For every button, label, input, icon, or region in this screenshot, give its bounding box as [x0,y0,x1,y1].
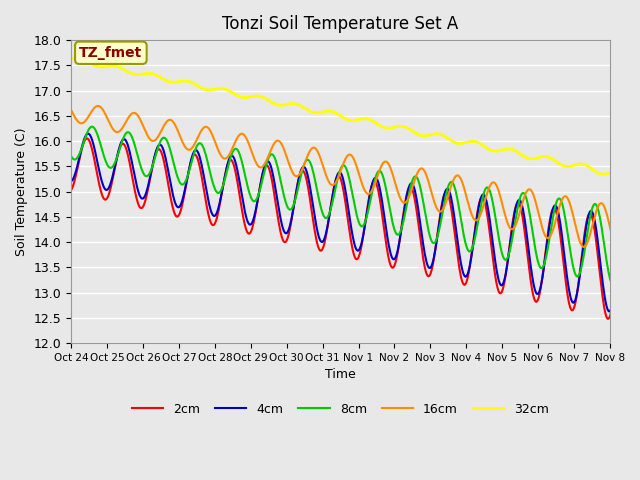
8cm [451,185,459,191]
4cm [269,174,277,180]
Legend: 2cm, 4cm, 8cm, 16cm, 32cm: 2cm, 4cm, 8cm, 16cm, 32cm [127,398,554,421]
2cm [291,194,299,200]
32cm [269,100,277,106]
4cm [291,195,299,201]
Text: TZ_fmet: TZ_fmet [79,46,143,60]
32cm [451,140,459,145]
8cm [136,159,143,165]
8cm [419,196,426,202]
8cm [88,124,96,130]
16cm [136,115,143,121]
32cm [241,95,249,100]
16cm [94,103,102,109]
32cm [67,56,75,61]
X-axis label: Time: Time [325,368,356,381]
Line: 4cm: 4cm [71,133,640,320]
4cm [84,131,92,136]
2cm [67,187,75,193]
16cm [291,173,299,179]
8cm [291,197,299,203]
2cm [269,186,277,192]
2cm [451,231,459,237]
2cm [136,204,143,209]
2cm [241,223,249,228]
32cm [291,101,299,107]
8cm [67,153,75,159]
4cm [419,237,426,243]
16cm [419,166,426,172]
16cm [451,175,459,180]
32cm [636,179,640,185]
16cm [241,133,249,139]
Line: 32cm: 32cm [71,58,640,182]
Line: 8cm: 8cm [71,127,640,287]
4cm [67,178,75,184]
16cm [269,142,277,147]
2cm [83,135,91,141]
16cm [67,107,75,113]
8cm [269,153,277,158]
4cm [451,217,459,223]
Title: Tonzi Soil Temperature Set A: Tonzi Soil Temperature Set A [223,15,459,33]
32cm [72,55,80,61]
4cm [241,209,249,215]
16cm [616,253,623,259]
Y-axis label: Soil Temperature (C): Soil Temperature (C) [15,127,28,256]
2cm [419,252,426,258]
32cm [419,133,426,139]
32cm [136,72,143,77]
4cm [136,192,143,197]
8cm [241,172,249,178]
Line: 16cm: 16cm [71,106,640,256]
Line: 2cm: 2cm [71,138,640,327]
